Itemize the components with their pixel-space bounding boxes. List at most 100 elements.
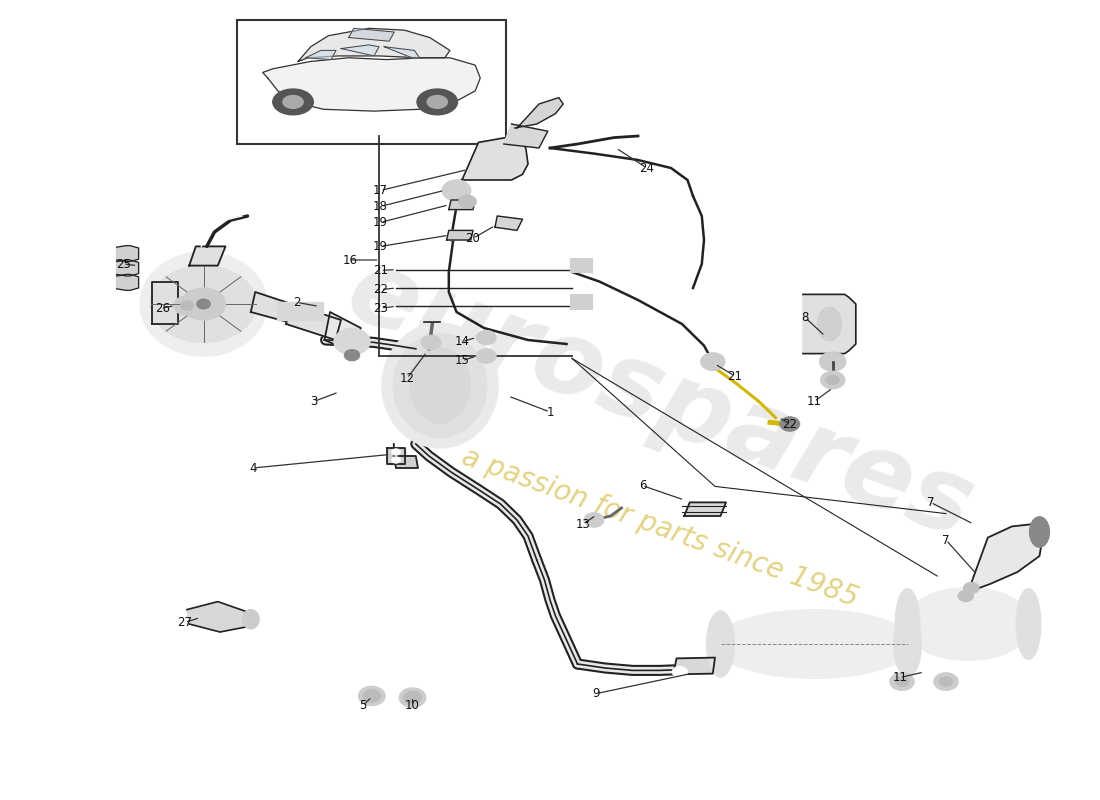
Ellipse shape [242,610,260,629]
Circle shape [701,353,725,370]
Polygon shape [515,98,563,128]
Circle shape [442,180,471,201]
Text: 21: 21 [373,264,388,277]
Circle shape [359,686,385,706]
Polygon shape [324,312,361,352]
Polygon shape [495,216,522,230]
Circle shape [939,677,953,686]
Circle shape [584,513,604,527]
Ellipse shape [394,334,486,438]
Circle shape [958,590,974,602]
Text: 19: 19 [373,240,388,253]
Ellipse shape [895,589,920,659]
Circle shape [890,673,914,690]
Polygon shape [504,124,548,148]
Text: 2: 2 [294,296,300,309]
Text: eurospares: eurospares [333,240,987,560]
Ellipse shape [383,323,497,447]
Circle shape [820,352,846,371]
Text: 24: 24 [639,162,654,174]
Polygon shape [341,45,380,56]
Polygon shape [263,58,481,111]
Text: 21: 21 [727,370,742,382]
Polygon shape [684,502,726,516]
Text: 25: 25 [116,258,131,270]
Ellipse shape [427,95,448,108]
Circle shape [174,296,200,315]
Circle shape [964,582,979,594]
Circle shape [363,690,381,702]
Bar [277,302,323,320]
Circle shape [821,371,845,389]
Bar [570,258,592,272]
Polygon shape [449,200,475,210]
Ellipse shape [1030,517,1049,547]
Circle shape [404,691,421,704]
Text: 9: 9 [593,687,600,700]
Ellipse shape [141,252,266,356]
Circle shape [392,449,400,455]
Text: 5: 5 [360,699,366,712]
Text: 6: 6 [639,479,646,492]
Ellipse shape [283,95,304,108]
Ellipse shape [893,611,922,677]
Text: 27: 27 [177,616,192,629]
Polygon shape [968,524,1043,592]
Polygon shape [306,50,337,60]
Text: 23: 23 [373,302,388,314]
Polygon shape [803,294,856,354]
Text: 15: 15 [454,354,470,367]
Text: a passion for parts since 1985: a passion for parts since 1985 [458,443,862,613]
Text: 4: 4 [250,462,256,474]
Text: 17: 17 [373,184,388,197]
Circle shape [197,299,210,309]
Polygon shape [349,28,394,41]
Circle shape [459,195,476,208]
Circle shape [672,666,688,678]
Bar [570,294,592,309]
Circle shape [334,329,370,354]
Text: 11: 11 [806,395,822,408]
Polygon shape [189,246,226,266]
Polygon shape [117,260,139,276]
Circle shape [421,335,441,350]
Polygon shape [298,28,450,62]
Bar [236,20,506,144]
Circle shape [392,457,400,463]
Circle shape [780,417,800,431]
Text: 8: 8 [802,311,808,324]
Circle shape [934,673,958,690]
Text: 12: 12 [399,372,415,385]
Polygon shape [286,304,341,340]
Circle shape [344,350,360,361]
Text: 22: 22 [373,283,388,296]
Text: 7: 7 [943,534,949,546]
Text: 19: 19 [373,216,388,229]
Polygon shape [394,444,418,468]
Polygon shape [117,246,139,262]
Polygon shape [462,136,528,180]
Ellipse shape [715,610,913,678]
Polygon shape [152,282,178,324]
Ellipse shape [409,347,471,424]
Circle shape [476,349,496,363]
Ellipse shape [904,588,1032,660]
Ellipse shape [417,89,458,115]
Text: 7: 7 [927,496,934,509]
Ellipse shape [706,611,735,677]
Circle shape [895,677,909,686]
Polygon shape [447,230,473,240]
Polygon shape [384,46,419,58]
Circle shape [180,301,194,310]
Text: 3: 3 [310,395,317,408]
Ellipse shape [817,307,842,341]
Polygon shape [187,602,253,632]
Ellipse shape [1016,589,1041,659]
Text: 18: 18 [373,200,388,213]
Circle shape [399,688,426,707]
Text: 1: 1 [547,406,553,418]
Circle shape [182,288,225,320]
Text: 14: 14 [454,335,470,348]
Polygon shape [387,448,405,464]
Polygon shape [251,292,292,322]
